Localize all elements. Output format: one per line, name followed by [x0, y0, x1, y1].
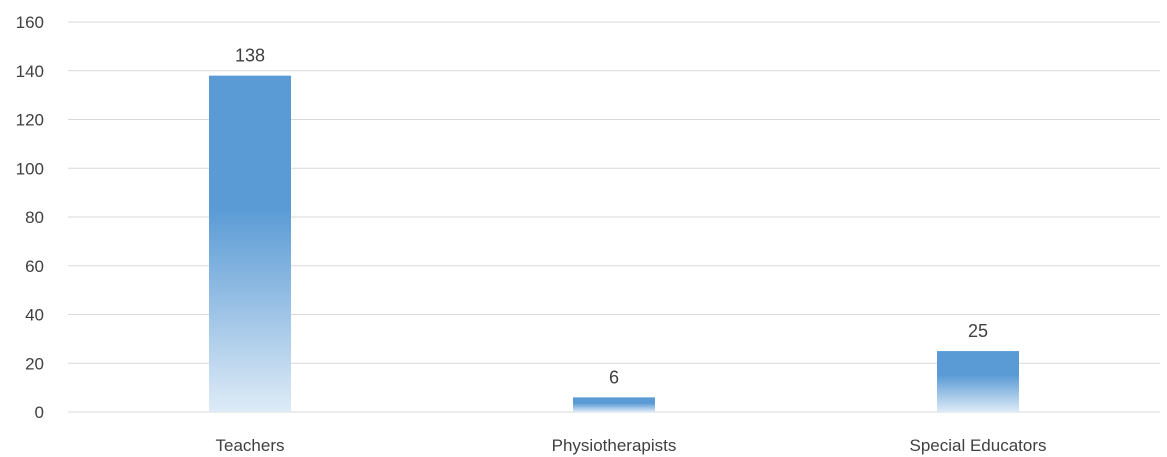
y-tick-label: 120 [16, 111, 44, 130]
y-tick-label: 80 [25, 208, 44, 227]
category-label: Physiotherapists [552, 436, 677, 455]
y-tick-label: 0 [35, 403, 44, 422]
bars [209, 75, 1019, 412]
data-label: 138 [235, 46, 265, 66]
y-tick-label: 60 [25, 257, 44, 276]
bar-special-educators [937, 351, 1019, 412]
y-tick-label: 100 [16, 159, 44, 178]
category-label: Special Educators [909, 436, 1046, 455]
bar-physiotherapists [573, 397, 655, 412]
y-axis-tick-labels: 0 20 40 60 80 100 120 140 160 [16, 13, 44, 422]
data-labels: 138 6 25 [235, 46, 988, 388]
y-tick-label: 40 [25, 306, 44, 325]
y-tick-label: 140 [16, 62, 44, 81]
y-tick-label: 160 [16, 13, 44, 32]
bar-teachers [209, 75, 291, 412]
x-axis-category-labels: Teachers Physiotherapists Special Educator… [216, 436, 1047, 455]
y-tick-label: 20 [25, 354, 44, 373]
category-label: Teachers [216, 436, 285, 455]
data-label: 6 [609, 367, 619, 387]
data-label: 25 [968, 321, 988, 341]
